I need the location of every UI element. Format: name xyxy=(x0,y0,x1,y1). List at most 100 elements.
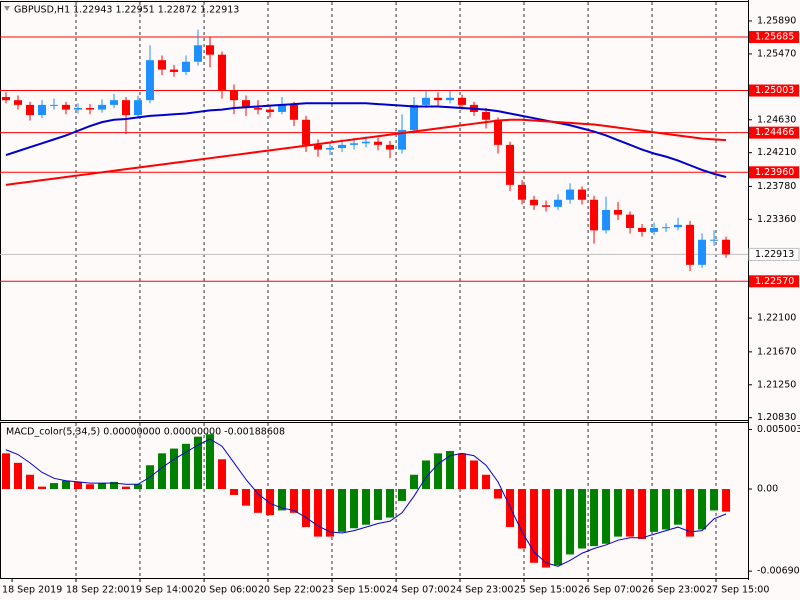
y-tick-label: 1.24630 xyxy=(757,114,796,125)
candle-body xyxy=(98,104,107,110)
candle-body xyxy=(686,224,695,265)
candle-body xyxy=(170,69,179,72)
macd-bar xyxy=(410,474,419,490)
macd-bar xyxy=(2,453,11,490)
candle-body xyxy=(494,119,503,145)
y-tick-label: 1.21670 xyxy=(757,346,796,357)
macd-bar xyxy=(314,489,323,537)
candle-body xyxy=(182,61,191,72)
macd-bar xyxy=(230,489,239,495)
candle-body xyxy=(422,97,431,105)
x-tick-label: 18 Sep 2019 xyxy=(2,585,62,596)
macd-bar xyxy=(218,459,227,490)
candle-body xyxy=(74,108,83,110)
macd-bar xyxy=(386,489,395,518)
candle-body xyxy=(110,100,119,105)
symbol-icon xyxy=(4,6,10,11)
x-tick-label: 18 Sep 22:00 xyxy=(66,585,129,596)
macd-bar xyxy=(554,489,563,566)
macd-bar xyxy=(110,481,119,490)
y-tick-label: 1.24210 xyxy=(757,147,796,158)
x-tick-label: 20 Sep 06:00 xyxy=(194,585,257,596)
candle-body xyxy=(698,239,707,265)
macd-bar xyxy=(602,489,611,544)
y-tick-label: 1.21250 xyxy=(757,379,796,390)
candle-body xyxy=(626,214,635,228)
candle-body xyxy=(302,119,311,145)
macd-bar xyxy=(422,460,431,490)
y-tick-label: 0.00 xyxy=(757,484,778,495)
macd-bar xyxy=(62,480,71,490)
candle-body xyxy=(2,97,11,101)
level-label-box xyxy=(749,31,799,44)
x-tick-label: 24 Sep 07:00 xyxy=(386,585,449,596)
candle-body xyxy=(374,141,383,145)
macd-bar xyxy=(578,489,587,549)
candle-body xyxy=(566,189,575,200)
macd-bar xyxy=(254,489,263,513)
candle-body xyxy=(86,108,95,110)
moving-average-line xyxy=(5,118,727,186)
x-tick-label: 26 Sep 23:00 xyxy=(642,585,705,596)
macd-bar xyxy=(722,489,731,512)
macd-bar xyxy=(638,489,647,539)
macd-bar xyxy=(566,489,575,555)
level-label-box xyxy=(749,126,799,139)
macd-bar xyxy=(590,489,599,547)
macd-bar xyxy=(662,489,671,530)
candle-body xyxy=(518,184,527,200)
macd-bar xyxy=(182,443,191,490)
level-label-box xyxy=(749,166,799,179)
macd-bar xyxy=(434,453,443,490)
macd-bar xyxy=(458,453,467,490)
macd-bar xyxy=(518,489,527,549)
candle-body xyxy=(122,100,131,116)
moving-average-line xyxy=(5,102,727,178)
macd-bar xyxy=(686,489,695,537)
candle-body xyxy=(314,144,323,150)
macd-bar xyxy=(122,486,131,490)
candle-body xyxy=(14,100,23,105)
x-tick-label: 24 Sep 23:00 xyxy=(450,585,513,596)
macd-bar xyxy=(482,474,491,490)
y-tick-label: 1.25470 xyxy=(757,48,796,59)
macd-bar xyxy=(398,489,407,501)
y-tick-label: 1.23780 xyxy=(757,181,796,192)
current-price-box xyxy=(748,247,800,261)
candle-body xyxy=(554,199,563,207)
y-tick-label: 0.0050035 xyxy=(757,424,800,435)
macd-bar xyxy=(614,489,623,537)
macd-bar xyxy=(506,489,515,528)
candle-body xyxy=(26,104,35,116)
x-tick-label: 20 Sep 22:00 xyxy=(258,585,321,596)
level-label: 1.23960 xyxy=(755,167,794,178)
candle-body xyxy=(614,209,623,215)
candle-body xyxy=(542,205,551,207)
macd-bar xyxy=(266,489,275,516)
candle-body xyxy=(290,104,299,120)
macd-bar xyxy=(206,434,215,490)
candle-body xyxy=(62,104,71,110)
x-tick-label: 19 Sep 14:00 xyxy=(130,585,193,596)
candle-body xyxy=(506,144,515,185)
macd-bar xyxy=(290,489,299,513)
macd-bar xyxy=(338,489,347,532)
macd-title: MACD_color(5,34,5) 0.00000000 0.00000000… xyxy=(6,427,285,438)
candle-body xyxy=(230,89,239,101)
macd-bar xyxy=(326,489,335,537)
macd-bar xyxy=(158,453,167,490)
macd-bar xyxy=(170,448,179,490)
candle-body xyxy=(578,189,587,200)
candle-body xyxy=(254,108,263,110)
macd-bar xyxy=(374,489,383,520)
y-tick-label: -0.006905 xyxy=(757,566,800,577)
macd-bar xyxy=(494,489,503,499)
candle-body xyxy=(398,129,407,150)
signal-line xyxy=(5,438,727,567)
candle-body xyxy=(242,100,251,109)
x-tick-label: 23 Sep 15:00 xyxy=(322,585,385,596)
macd-bar xyxy=(98,483,107,490)
macd-bar xyxy=(542,489,551,568)
y-tick-label: 1.20830 xyxy=(757,412,796,423)
candle-body xyxy=(650,227,659,232)
